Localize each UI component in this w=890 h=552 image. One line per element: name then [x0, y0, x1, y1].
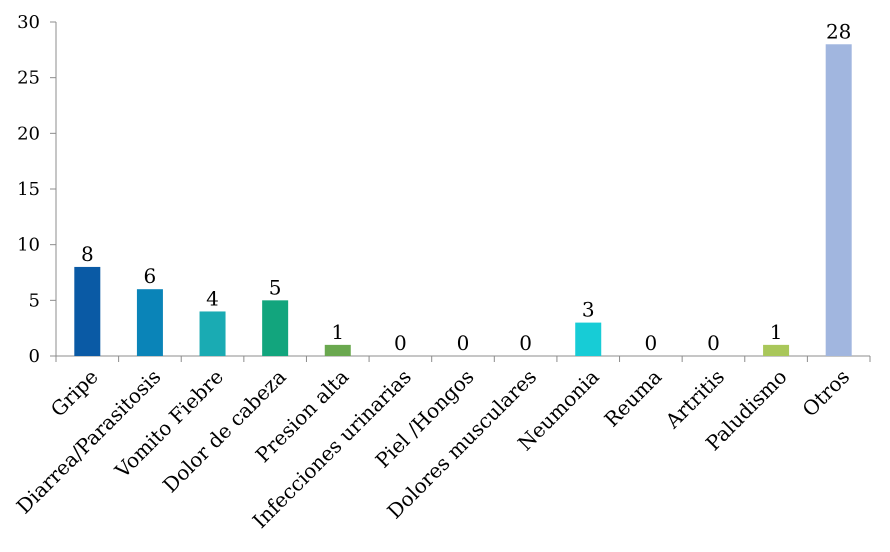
y-tick-label: 10	[17, 235, 40, 256]
bar	[262, 300, 289, 356]
data-label: 1	[331, 320, 344, 344]
data-label: 5	[269, 275, 282, 299]
x-category-label: Reuma	[599, 365, 666, 432]
data-label: 3	[582, 298, 595, 322]
y-tick-label: 20	[17, 123, 40, 144]
data-label: 28	[826, 19, 851, 43]
data-labels: 8 6 4 5 1 0 0 0 3 0 0 1 28	[81, 19, 851, 355]
data-label: 0	[519, 331, 532, 355]
bar	[575, 322, 602, 356]
data-label: 4	[206, 286, 219, 310]
x-category-label: Gripe	[46, 365, 103, 422]
data-label: 8	[81, 242, 94, 266]
bar	[825, 44, 852, 357]
bar	[199, 311, 226, 356]
data-label: 6	[144, 264, 157, 288]
data-label: 1	[770, 320, 783, 344]
bar	[136, 289, 163, 356]
bar	[763, 344, 790, 356]
x-category-label: Vomito Fiebre	[109, 365, 228, 484]
data-label: 0	[644, 331, 657, 355]
y-tick-label: 15	[17, 179, 40, 200]
x-category-label: Otros	[797, 365, 854, 422]
data-label: 0	[394, 331, 407, 355]
bar	[74, 266, 101, 356]
bar	[324, 344, 351, 356]
y-tick-label: 0	[29, 346, 40, 367]
data-label: 0	[457, 331, 470, 355]
y-tick-label: 5	[29, 290, 40, 311]
y-tick-label: 30	[17, 12, 40, 33]
bars	[74, 44, 852, 357]
y-tick-label: 25	[17, 68, 40, 89]
data-label: 0	[707, 331, 720, 355]
